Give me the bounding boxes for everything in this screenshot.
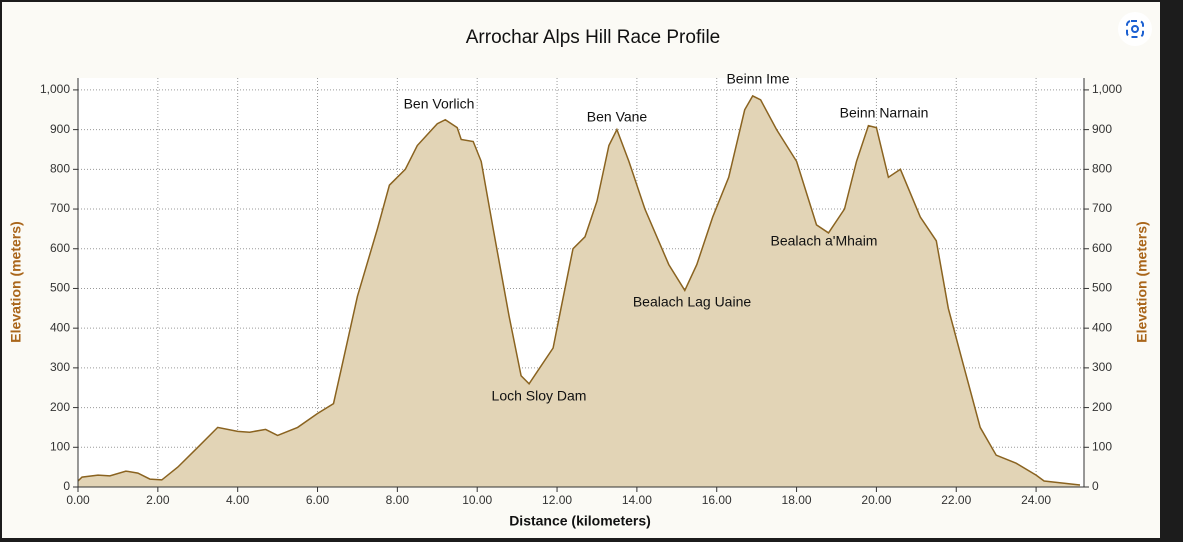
y-tick-label: 200 bbox=[50, 400, 70, 414]
y-tick-label: 100 bbox=[50, 439, 70, 453]
x-tick-label: 24.00 bbox=[1021, 493, 1051, 507]
x-tick-label: 16.00 bbox=[702, 493, 732, 507]
x-tick-label: 12.00 bbox=[542, 493, 572, 507]
y2-tick-label: 300 bbox=[1092, 360, 1112, 374]
annotation: Bealach Lag Uaine bbox=[633, 294, 752, 310]
annotation: Loch Sloy Dam bbox=[492, 388, 587, 404]
y-tick-label: 900 bbox=[50, 122, 70, 136]
x-tick-label: 20.00 bbox=[861, 493, 891, 507]
annotation: Ben Vane bbox=[587, 109, 648, 125]
x-tick-label: 10.00 bbox=[462, 493, 492, 507]
annotation: Beinn Ime bbox=[726, 71, 789, 87]
profile-line bbox=[77, 94, 1081, 486]
y-tick-label: 600 bbox=[50, 241, 70, 255]
y2-tick-label: 1,000 bbox=[1092, 82, 1122, 96]
y2-tick-label: 800 bbox=[1092, 162, 1112, 176]
y-axis-title: Elevation (meters) bbox=[8, 221, 24, 342]
lens-dot[interactable] bbox=[1131, 25, 1139, 33]
y2-tick-label: 100 bbox=[1092, 439, 1112, 453]
x-tick-label: 8.00 bbox=[386, 493, 410, 507]
chart-title: Arrochar Alps Hill Race Profile bbox=[466, 27, 720, 48]
y2-tick-label: 900 bbox=[1092, 122, 1112, 136]
y-tick-label: 0 bbox=[63, 479, 70, 493]
x-tick-label: 22.00 bbox=[941, 493, 971, 507]
y-tick-label: 700 bbox=[50, 201, 70, 215]
x-tick-label: 14.00 bbox=[622, 493, 652, 507]
y-tick-label: 500 bbox=[50, 281, 70, 295]
x-axis-title: Distance (kilometers) bbox=[509, 513, 651, 529]
lens-button-bg[interactable] bbox=[1118, 12, 1152, 46]
y-tick-label: 300 bbox=[50, 360, 70, 374]
x-tick-label: 2.00 bbox=[146, 493, 170, 507]
y2-tick-label: 200 bbox=[1092, 400, 1112, 414]
lens-button[interactable] bbox=[1118, 12, 1152, 46]
y2-axis-title: Elevation (meters) bbox=[1134, 221, 1150, 342]
y-tick-label: 800 bbox=[50, 162, 70, 176]
y2-tick-label: 500 bbox=[1092, 281, 1112, 295]
y2-tick-label: 400 bbox=[1092, 320, 1112, 334]
annotation: Bealach a'Mhaim bbox=[771, 233, 878, 249]
lens-icon[interactable] bbox=[1126, 20, 1144, 38]
x-tick-label: 0.00 bbox=[66, 493, 90, 507]
area-fill bbox=[78, 95, 1080, 488]
y-tick-label: 400 bbox=[50, 320, 70, 334]
annotation: Ben Vorlich bbox=[404, 96, 475, 112]
annotation: Beinn Narnain bbox=[840, 105, 929, 121]
x-tick-label: 18.00 bbox=[782, 493, 812, 507]
y2-tick-label: 700 bbox=[1092, 201, 1112, 215]
x-tick-label: 6.00 bbox=[306, 493, 330, 507]
x-tick-label: 4.00 bbox=[226, 493, 250, 507]
y2-tick-label: 0 bbox=[1092, 479, 1099, 493]
y-tick-label: 1,000 bbox=[40, 82, 70, 96]
y2-tick-label: 600 bbox=[1092, 241, 1112, 255]
